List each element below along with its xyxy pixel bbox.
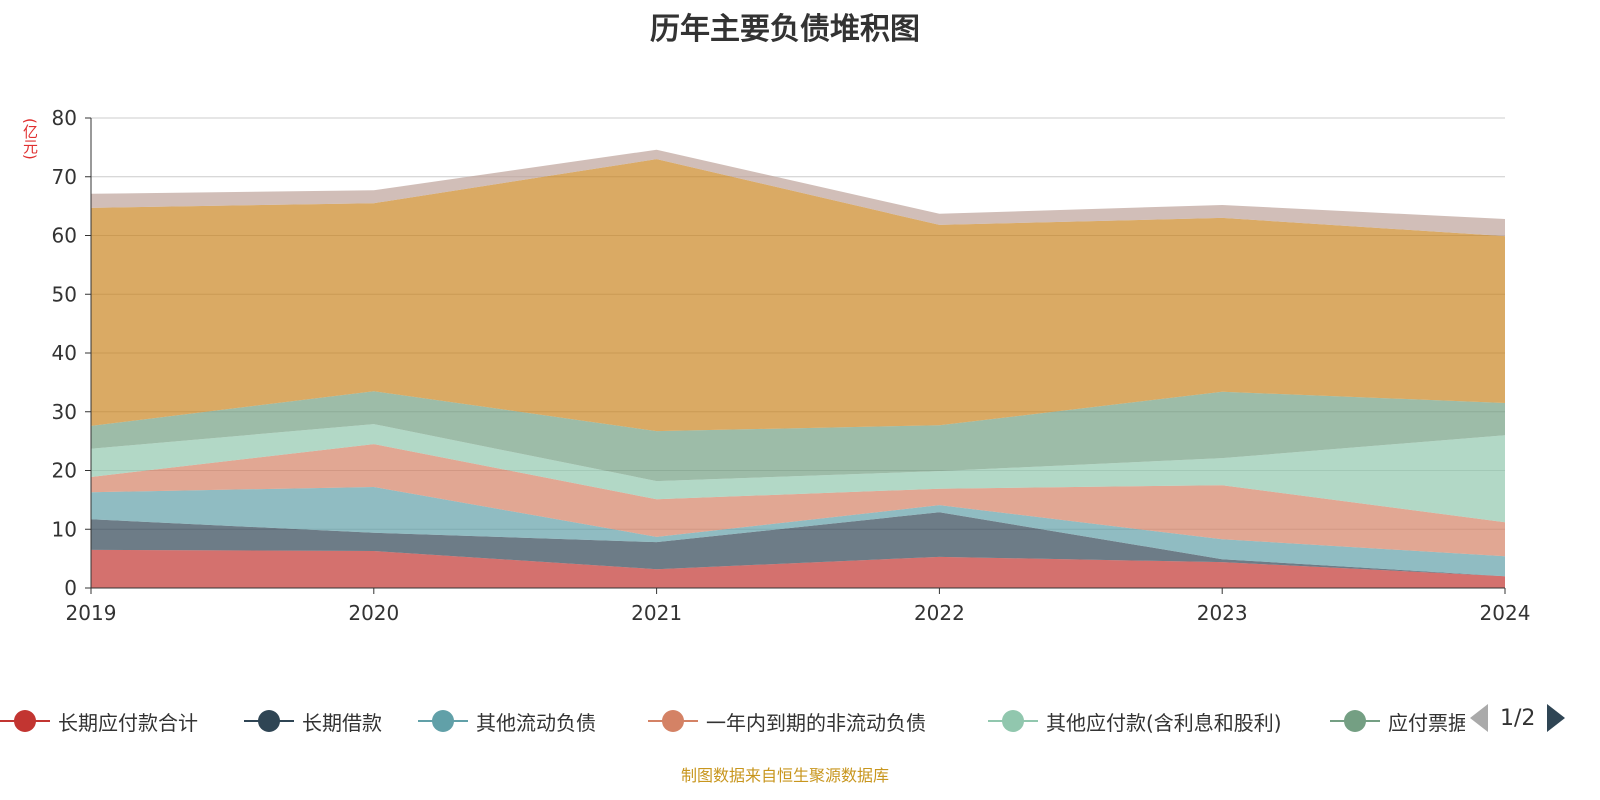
- stacked-area-chart: 0 10 20 30 40 50 60 70 80 2019 2020 2021 2022 2023 202…: [52, 106, 1531, 625]
- legend-label: 长期应付款合计: [58, 710, 198, 735]
- legend-page-indicator: 1/2: [1500, 705, 1536, 731]
- area-series-5: [91, 424, 1505, 523]
- x-tick-label: 2022: [914, 601, 965, 625]
- data-source-note: 制图数据来自恒生聚源数据库: [680, 766, 889, 785]
- y-tick-label: 60: [52, 224, 77, 248]
- legend-label: 其他流动负债: [476, 710, 596, 735]
- y-tick-label: 30: [52, 400, 77, 424]
- y-tick-label: 0: [64, 576, 77, 600]
- area-series-6: [91, 391, 1505, 482]
- y-tick-label: 50: [52, 282, 77, 306]
- chart-title: 历年主要负债堆积图: [650, 12, 920, 47]
- area-series-7: [91, 159, 1505, 432]
- x-tick-label: 2020: [348, 601, 399, 625]
- legend-label: 长期借款: [302, 710, 382, 735]
- legend-item[interactable]: 长期借款: [244, 706, 382, 736]
- y-tick-label: 80: [52, 106, 77, 130]
- legend-marker-icon: [1330, 706, 1380, 736]
- legend-marker-icon: [988, 706, 1038, 736]
- legend-marker-icon: [244, 706, 294, 736]
- area-series-3: [91, 486, 1505, 577]
- legend-item[interactable]: 其他流动负债: [418, 706, 596, 736]
- y-tick-label: 40: [52, 341, 77, 365]
- x-tick-label: 2023: [1197, 601, 1248, 625]
- legend-item[interactable]: 应付票据: [1330, 706, 1465, 736]
- y-tick-label: 70: [52, 165, 77, 189]
- legend-item[interactable]: 其他应付款(含利息和股利): [988, 706, 1282, 736]
- area-series-2: [91, 512, 1505, 577]
- legend-marker-icon: [648, 706, 698, 736]
- area-series-4: [91, 444, 1505, 557]
- y-tick-label: 10: [52, 517, 77, 541]
- x-tick-label: 2021: [631, 601, 682, 625]
- y-tick-label: 20: [52, 459, 77, 483]
- x-tick-label: 2019: [66, 601, 117, 625]
- legend-item[interactable]: 长期应付款合计: [0, 706, 198, 736]
- legend-label: 应付票据: [1388, 710, 1465, 735]
- legend-label: 其他应付款(含利息和股利): [1046, 710, 1282, 735]
- area-series-1: [91, 549, 1505, 588]
- legend-marker-icon: [0, 706, 50, 736]
- area-series-8: [91, 149, 1505, 237]
- legend-marker-icon: [418, 706, 468, 736]
- legend-prev-page-icon[interactable]: [1470, 704, 1488, 732]
- legend-label: 一年内到期的非流动负债: [706, 710, 926, 735]
- legend-next-page-icon[interactable]: [1547, 704, 1566, 732]
- x-tick-label: 2024: [1480, 601, 1531, 625]
- legend-pager: 1/2: [1470, 704, 1566, 732]
- legend: 长期应付款合计 长期借款 其他流动负债 一年内到期的非流动负债 其他应付款(含利息和股利…: [0, 706, 1465, 736]
- y-axis-unit: (亿元): [21, 118, 39, 160]
- legend-item[interactable]: 一年内到期的非流动负债: [648, 706, 926, 736]
